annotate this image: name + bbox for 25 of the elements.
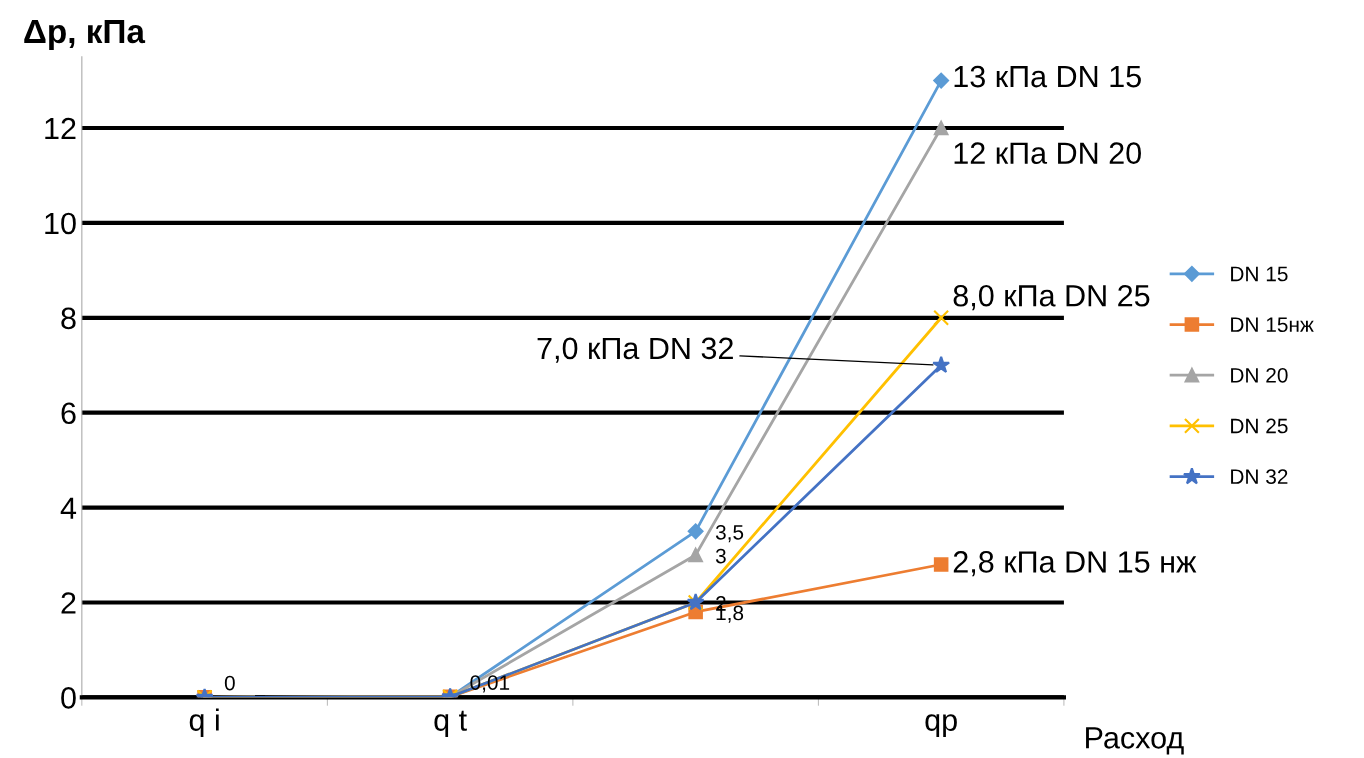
y-tick-label: 0 [61,687,76,709]
x-tick-label: q i [189,708,219,737]
annotation: 7,0 кПа DN 32 [537,337,733,363]
legend-label: DN 20 [1231,367,1288,383]
data-label: 3 [715,548,726,564]
y-tick-label: 2 [61,592,76,614]
data-label: 0 [224,675,235,691]
y-tick-label: 4 [60,497,77,519]
y-axis-title: Δp, кПа [24,20,146,50]
y-tick-label: 6 [61,402,76,425]
y-tick-label: 10 [45,212,76,235]
x-tick-label: q t [434,710,467,737]
annotation: 12 кПа DN 20 [954,142,1141,164]
x-tick-label: qp [925,714,957,737]
legend-label: DN 15 [1231,266,1288,282]
legend-label: DN 32 [1231,469,1288,485]
y-tick-label: 8 [61,307,76,330]
annotation: 8,0 кПа DN 25 [953,284,1150,311]
annotation: 13 кПа DN 15 [954,65,1141,88]
annotation: 2,8 кПа DN 15 нж [953,551,1197,577]
y-tick-label: 12 [45,117,76,140]
legend-label: DN 25 [1231,418,1288,434]
legend-label: DN 15нж [1231,317,1314,333]
data-label: 3,5 [715,524,744,543]
x-axis-title: Расход [1086,727,1184,755]
